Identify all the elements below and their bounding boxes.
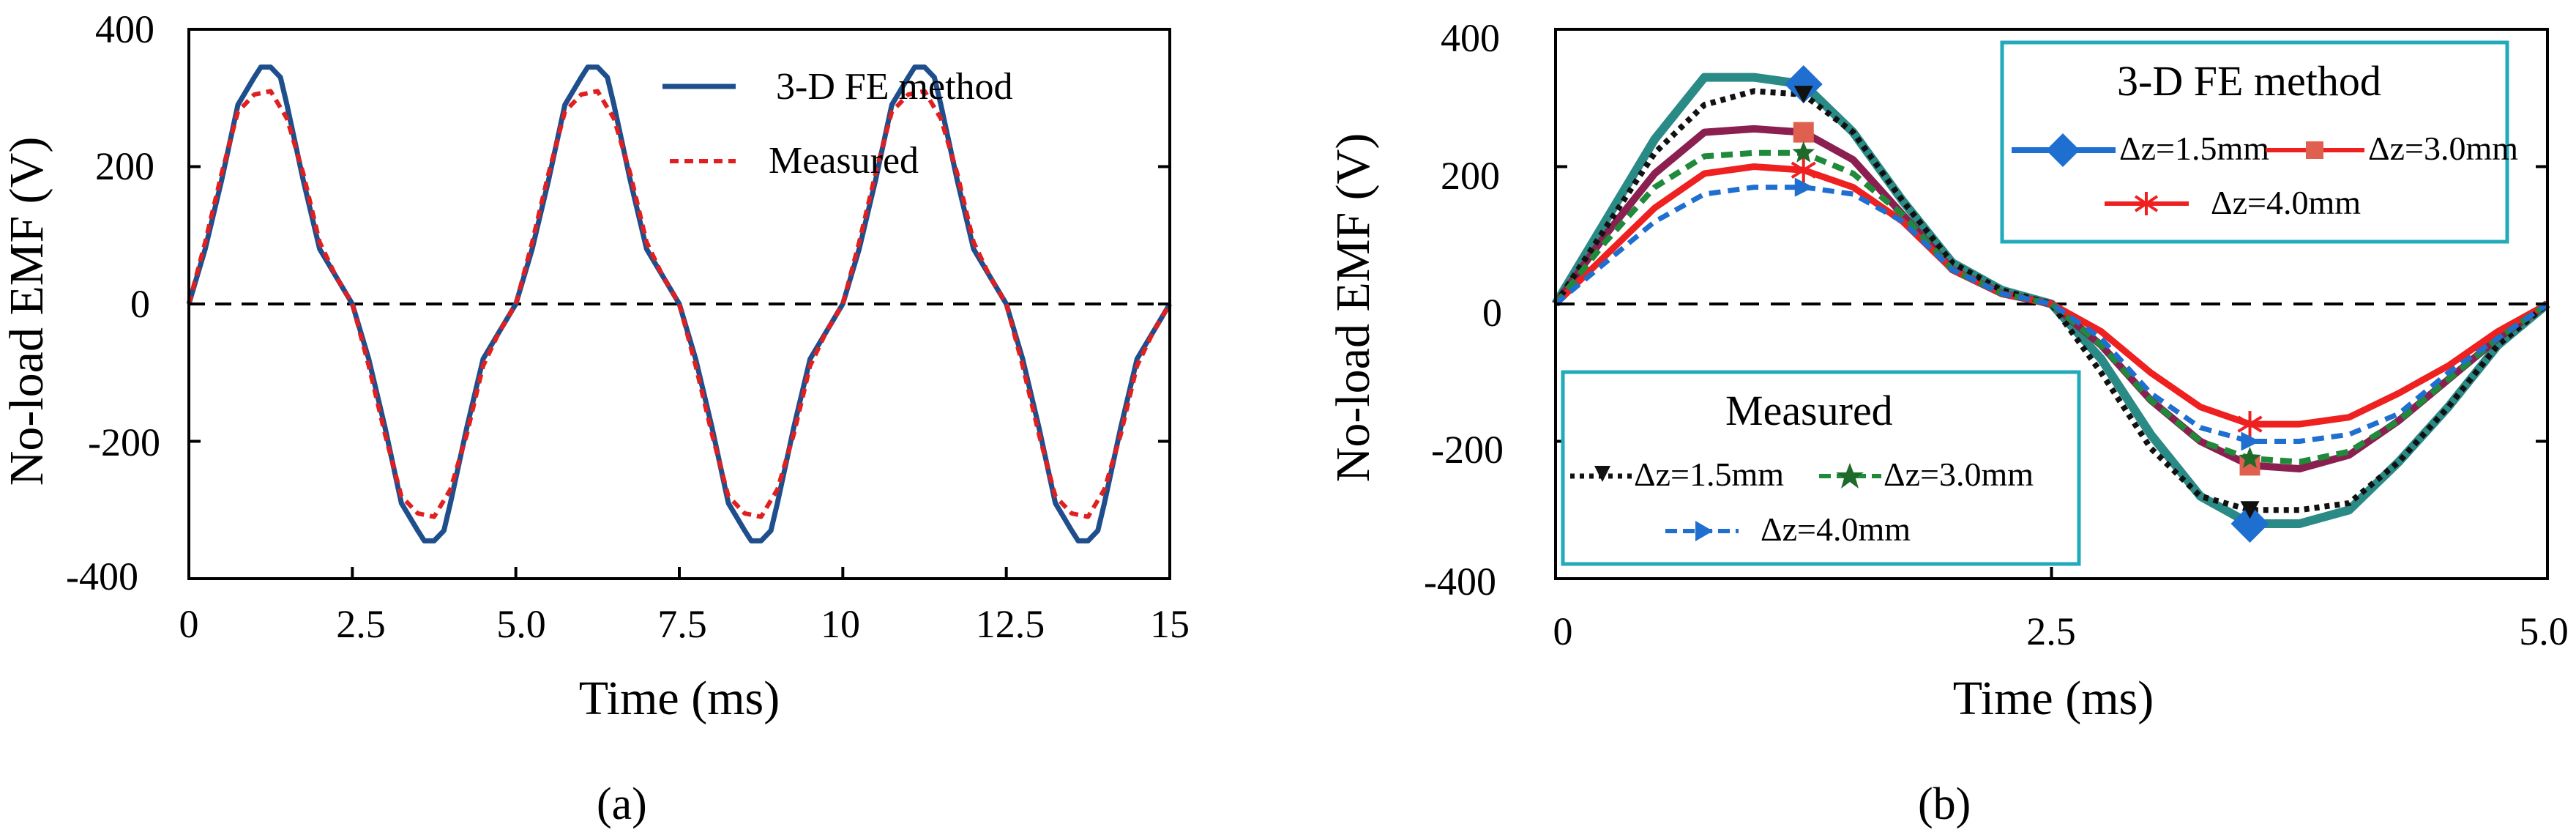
panel-a-label-text: (a) [597, 779, 647, 829]
panel-a-chart: 400 200 0 -200 -400 0 2.5 5.0 7.5 10 12.… [0, 7, 1190, 725]
panel-b-legend-fe: 3-D FE method Δz=1.5mm Δz=3.0mm Δz=4.0mm [2000, 40, 2518, 244]
panel-b-chart: 400 200 0 -200 -400 0 2.5 5.0 Time (ms) … [1326, 16, 2569, 725]
panel-b-marker-5 [1794, 177, 1814, 197]
panel-b-marker-4 [1792, 141, 1815, 163]
panel-a-series-line-0 [186, 64, 1173, 543]
legend-fe-box [2000, 40, 2509, 244]
panel-a-ytick: 0 [130, 282, 150, 326]
legend-label-meas-3: Δz=4.0mm [1761, 511, 1911, 548]
panel-a-ytick: 400 [95, 7, 154, 51]
panel-b-xlabel: Time (ms) [1953, 672, 2154, 725]
legend-measured-box [1561, 370, 2081, 566]
panel-a-ytick: 200 [95, 144, 154, 188]
legend-label-meas-2: Δz=3.0mm [1884, 456, 2034, 493]
panel-b-xtick: 5.0 [2519, 609, 2569, 653]
panel-b-marker-2 [2237, 411, 2263, 438]
panel-a-xtick: 12.5 [976, 602, 1045, 646]
panel-a-xtick: 10 [821, 602, 860, 646]
panel-b-marker-2 [1791, 157, 1816, 184]
panel-b-legend-measured: Measured Δz=1.5mm Δz=3.0mm Δz=4.0mm [1561, 370, 2081, 566]
legend-label-measured: Measured [769, 140, 919, 182]
panel-a-ytick: -400 [66, 554, 138, 598]
panel-b-series-line-2 [1553, 163, 2550, 428]
panel-b-xtick: 0 [1553, 609, 1573, 653]
panel-b-ytick: 0 [1482, 291, 1502, 335]
panel-b-marker-0 [1784, 65, 1823, 103]
panel-a-xlabel: Time (ms) [579, 672, 780, 725]
legend-measured-title: Measured [1725, 387, 1893, 434]
star-marker-icon [1836, 463, 1864, 489]
panel-b-marker-3 [2240, 501, 2260, 519]
triangle-down-marker-icon [1594, 466, 1610, 482]
square-marker-icon [2306, 141, 2323, 159]
legend-label-meas-1: Δz=1.5mm [1634, 456, 1784, 493]
panel-a-xtick: 2.5 [336, 602, 386, 646]
legend-fe-title: 3-D FE method [2117, 57, 2381, 105]
panel-a-xtick: 0 [179, 602, 199, 646]
panel-a-legend: 3-D FE method Measured [662, 66, 1013, 182]
triangle-right-marker-icon [1695, 521, 1713, 541]
panel-b-ytick: 200 [1441, 154, 1500, 198]
panel-b-marker-5 [2241, 431, 2260, 451]
diamond-marker-icon [2046, 133, 2080, 167]
panel-b-plot-frame [1554, 28, 2549, 580]
panel-a-xtick: 15 [1150, 602, 1190, 646]
panel-b-marker-4 [2239, 446, 2261, 468]
legend-label-fe: 3-D FE method [776, 66, 1013, 108]
panel-a-ylabel: No-load EMF (V) [0, 137, 53, 486]
panel-b-ylabel: No-load EMF (V) [1326, 133, 1380, 483]
panel-b-xtick: 2.5 [2026, 609, 2076, 653]
asterisk-marker-icon [2134, 192, 2159, 215]
legend-label-fe-2: Δz=3.0mm [2368, 130, 2518, 167]
panel-b-marker-0 [2230, 505, 2269, 543]
panel-b-ytick: -400 [1424, 560, 1496, 604]
panel-a-xtick: 7.5 [657, 602, 707, 646]
panel-b-ytick: -200 [1431, 428, 1504, 472]
panel-a-xtick: 5.0 [496, 602, 546, 646]
panel-b-ytick: 400 [1441, 16, 1500, 60]
legend-label-fe-3: Δz=4.0mm [2211, 184, 2361, 221]
legend-label-fe-1: Δz=1.5mm [2119, 130, 2269, 167]
panel-a-ytick: -200 [88, 420, 160, 464]
panel-b-marker-1 [1793, 122, 1814, 143]
panel-a-plot-frame [187, 28, 1171, 580]
panel-a-label: (a) [597, 779, 647, 829]
panel-b-label-text: (b) [1918, 779, 1971, 829]
panel-b-marker-3 [1793, 86, 1813, 104]
panel-b-series-line-3 [1553, 88, 2550, 513]
panel-b-label: (b) [1918, 779, 1971, 829]
